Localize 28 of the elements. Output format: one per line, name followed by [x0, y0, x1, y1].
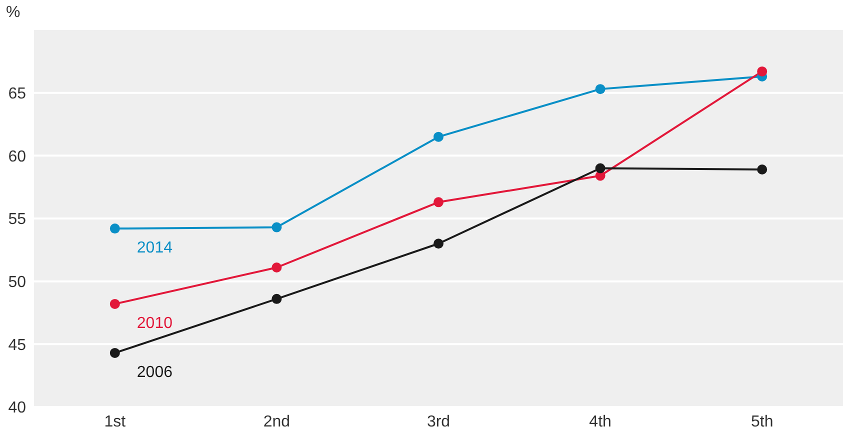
x-tick-label: 2nd [263, 413, 290, 430]
point [434, 238, 444, 249]
series-label: 2006 [136, 364, 173, 381]
point [757, 164, 768, 174]
x-tick-label: 5th [750, 413, 774, 430]
point [434, 132, 444, 142]
series-label: 2010 [136, 314, 173, 332]
point [272, 294, 282, 304]
y-tick-label: 55 [8, 211, 26, 228]
y-tick-label: 50 [8, 274, 26, 292]
point [110, 298, 120, 309]
y-tick-label: 60 [8, 148, 26, 166]
point [434, 197, 444, 208]
series-label: 2014 [136, 240, 173, 257]
y-axis-title: % [6, 4, 20, 22]
point [110, 348, 120, 358]
point [272, 262, 282, 273]
x-tick-label: 1st [104, 413, 126, 430]
point [272, 222, 282, 232]
point [595, 163, 606, 174]
point [110, 224, 120, 234]
x-tick-label: 3rd [426, 413, 450, 430]
y-tick-label: 65 [8, 86, 26, 103]
point [595, 84, 606, 94]
y-tick-label: 45 [8, 336, 26, 354]
x-tick-label: 4th [589, 413, 612, 430]
point [757, 66, 768, 76]
y-tick-label: 40 [8, 400, 26, 417]
